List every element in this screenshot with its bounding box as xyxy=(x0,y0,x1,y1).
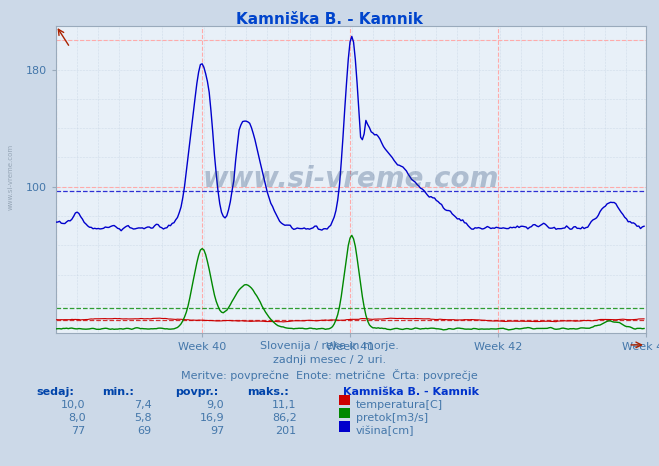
Text: 77: 77 xyxy=(71,426,86,436)
Text: 9,0: 9,0 xyxy=(206,400,224,410)
Text: 69: 69 xyxy=(138,426,152,436)
Text: 86,2: 86,2 xyxy=(272,413,297,423)
Text: 11,1: 11,1 xyxy=(272,400,297,410)
Text: temperatura[C]: temperatura[C] xyxy=(356,400,443,410)
Text: 97: 97 xyxy=(210,426,224,436)
Text: Slovenija / reke in morje.: Slovenija / reke in morje. xyxy=(260,341,399,351)
Text: www.si-vreme.com: www.si-vreme.com xyxy=(8,144,14,210)
Text: 10,0: 10,0 xyxy=(61,400,86,410)
Text: 8,0: 8,0 xyxy=(68,413,86,423)
Text: povpr.:: povpr.: xyxy=(175,387,218,397)
Text: www.si-vreme.com: www.si-vreme.com xyxy=(203,165,499,193)
Text: zadnji mesec / 2 uri.: zadnji mesec / 2 uri. xyxy=(273,355,386,365)
Text: maks.:: maks.: xyxy=(247,387,289,397)
Text: pretok[m3/s]: pretok[m3/s] xyxy=(356,413,428,423)
Text: Kamniška B. - Kamnik: Kamniška B. - Kamnik xyxy=(343,387,478,397)
Text: min.:: min.: xyxy=(102,387,134,397)
Text: 5,8: 5,8 xyxy=(134,413,152,423)
Text: 16,9: 16,9 xyxy=(200,413,224,423)
Text: sedaj:: sedaj: xyxy=(36,387,74,397)
Text: 7,4: 7,4 xyxy=(134,400,152,410)
Text: 201: 201 xyxy=(275,426,297,436)
Text: Kamniška B. - Kamnik: Kamniška B. - Kamnik xyxy=(236,12,423,27)
Text: višina[cm]: višina[cm] xyxy=(356,426,415,436)
Text: Meritve: povprečne  Enote: metrične  Črta: povprečje: Meritve: povprečne Enote: metrične Črta:… xyxy=(181,369,478,381)
